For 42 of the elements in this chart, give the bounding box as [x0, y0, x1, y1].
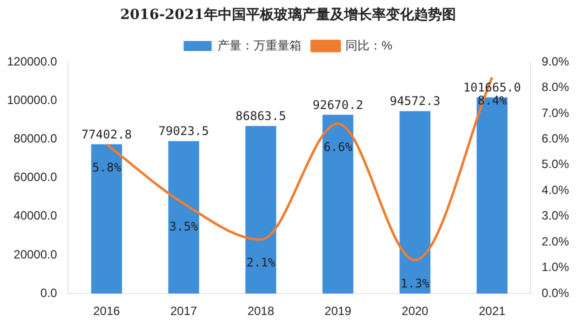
y-tick-label: 100000.0: [6, 92, 58, 107]
bar: [322, 114, 354, 294]
x-tick-label: 2017: [170, 304, 198, 318]
bar: [476, 97, 508, 294]
x-tick-label: 2019: [324, 304, 352, 318]
y2-tick-label: 0.0%: [542, 286, 570, 300]
x-tick-label: 2020: [402, 304, 429, 318]
data-label: 86863.5: [236, 109, 286, 124]
data-label: 1.3%: [400, 276, 430, 290]
y-tick-label: 120000.0: [6, 54, 58, 68]
y-tick-label: 20000.0: [14, 247, 58, 262]
bar: [245, 126, 276, 294]
x-tick-label: 2016: [93, 304, 120, 318]
data-label: 3.5%: [169, 220, 199, 234]
legend-label: 同比：%: [346, 38, 393, 52]
y-tick-label: 40000.0: [14, 208, 58, 223]
data-label: 94572.3: [390, 94, 440, 108]
bar: [168, 141, 200, 294]
data-label: 77402.8: [81, 127, 132, 142]
chart-title: 2016-2021年中国平板玻璃产量及增长率变化趋势图: [119, 6, 457, 25]
y2-tick-label: 1.0%: [542, 260, 570, 274]
y2-tick-label: 3.0%: [542, 208, 570, 223]
data-label: 2.1%: [246, 256, 276, 270]
y2-tick-label: 4.0%: [542, 182, 570, 197]
data-label: 5.8%: [92, 160, 122, 174]
data-label: 92670.2: [312, 98, 364, 112]
y-tick-label: 60000.0: [14, 170, 58, 184]
y-tick-label: 0.0: [40, 286, 58, 300]
y-tick-label: 80000.0: [14, 132, 58, 146]
y2-tick-label: 7.0%: [542, 106, 570, 120]
y2-tick-label: 5.0%: [542, 157, 570, 172]
y2-tick-label: 8.0%: [542, 80, 570, 94]
bar: [400, 111, 430, 294]
x-tick-label: 2021: [478, 304, 506, 318]
x-tick-label: 2018: [247, 304, 274, 318]
y2-tick-label: 6.0%: [542, 132, 570, 146]
bar: [91, 144, 122, 294]
data-label: 6.6%: [323, 140, 354, 154]
y2-tick-label: 2.0%: [542, 234, 570, 248]
legend-label: 产量：万重量箱: [218, 38, 302, 52]
data-label: 79023.5: [158, 124, 209, 138]
y2-tick-label: 9.0%: [542, 54, 570, 68]
